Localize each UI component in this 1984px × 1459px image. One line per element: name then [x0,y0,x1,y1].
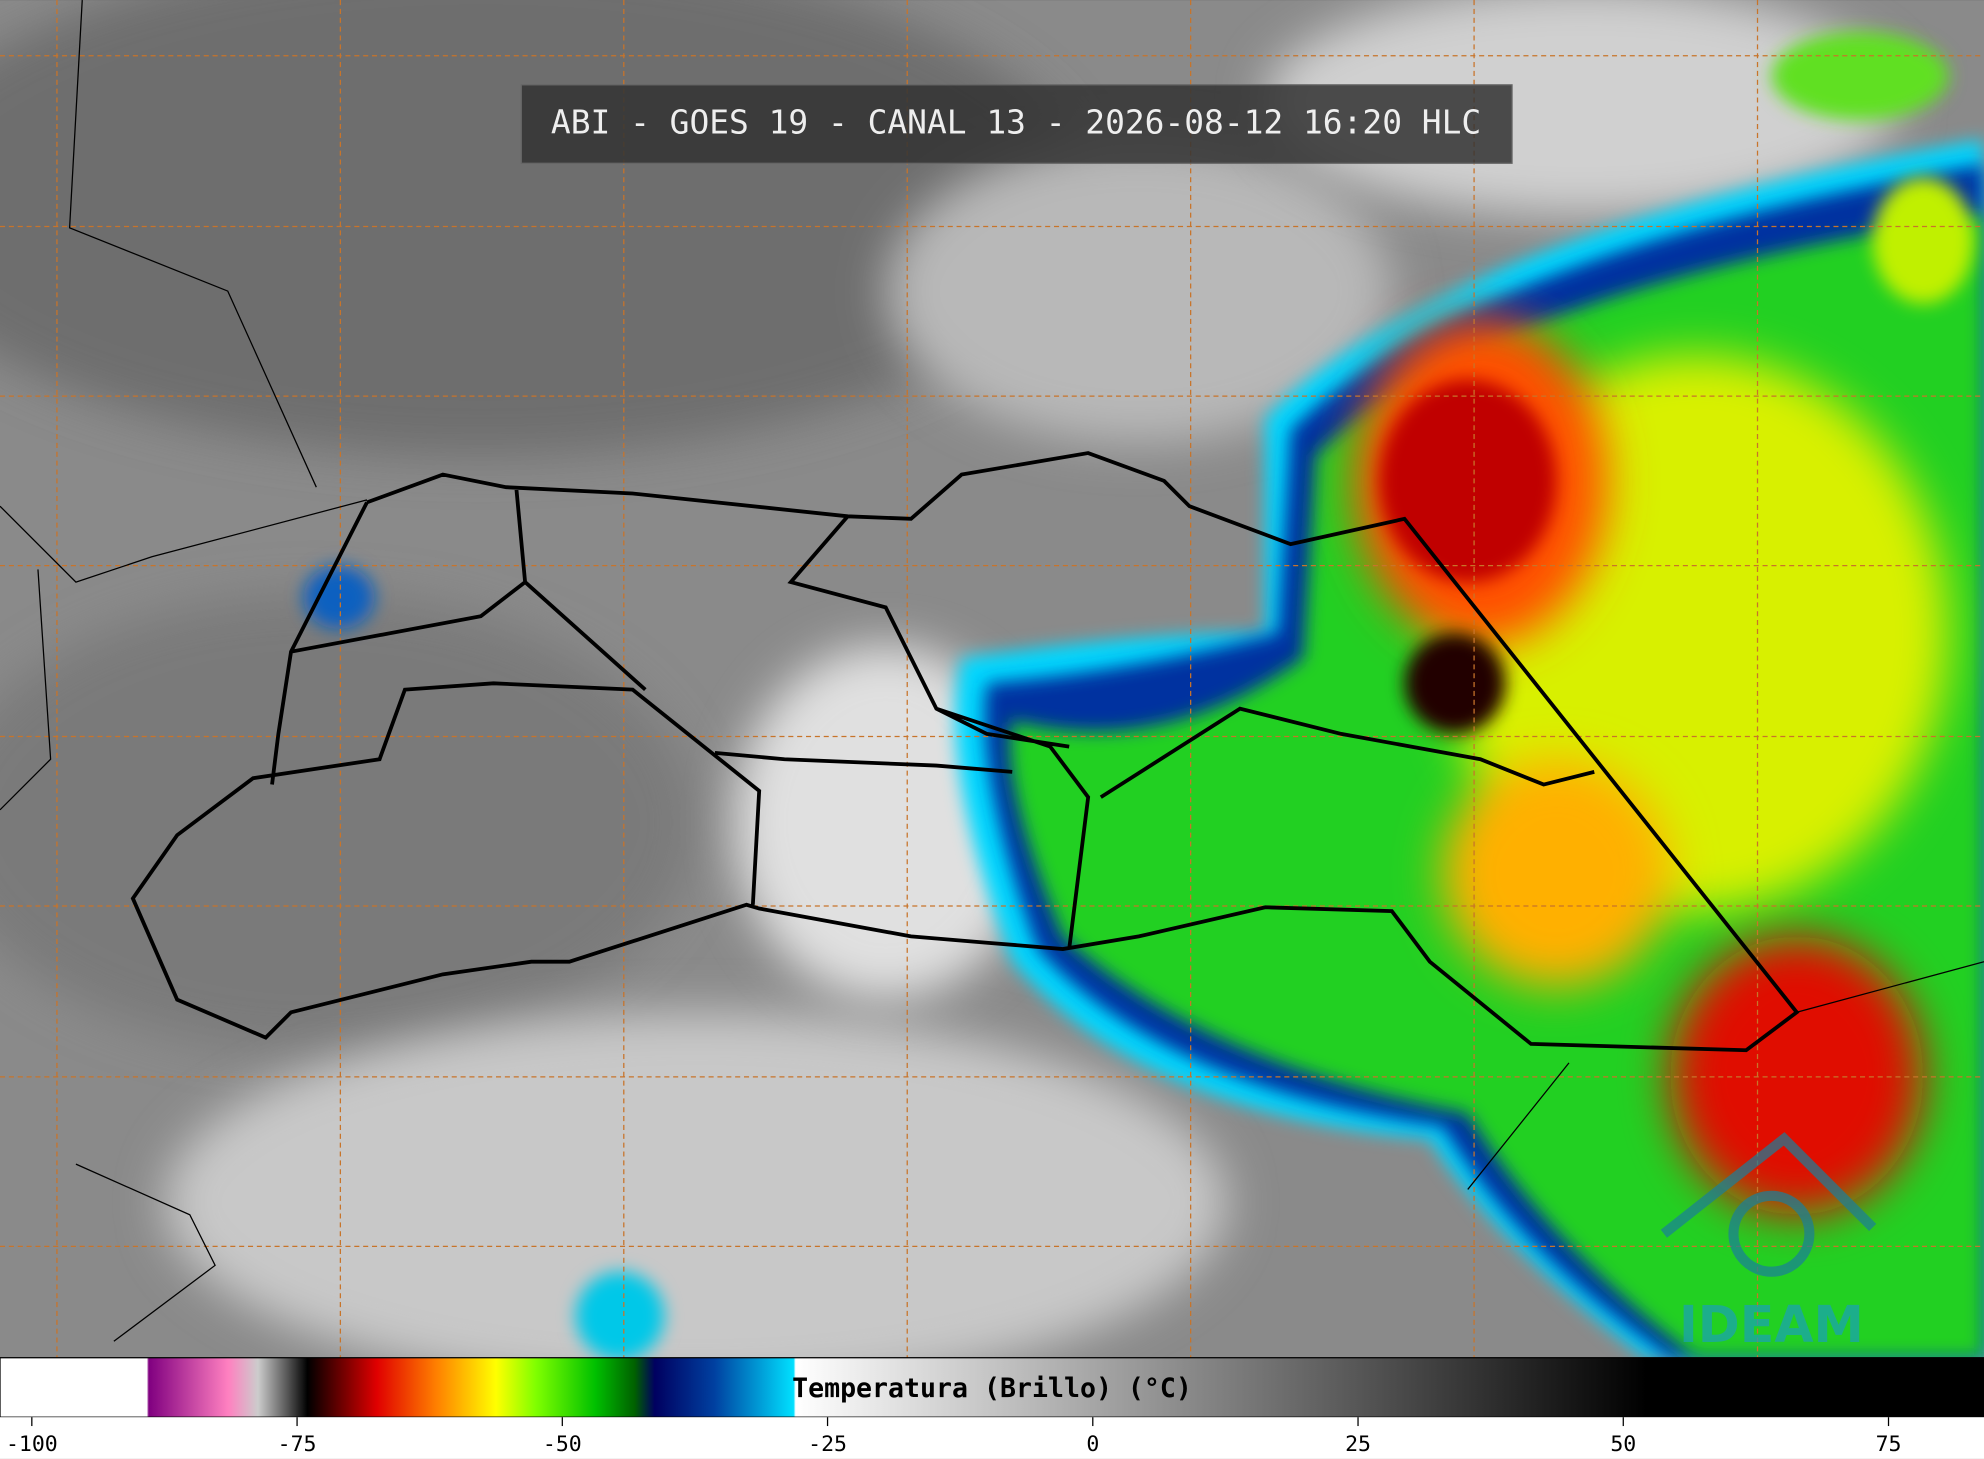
tick-label: 75 [1876,1432,1902,1457]
colorbar-label: Temperatura (Brillo) (°C) [792,1373,1192,1404]
tick-label: -25 [808,1432,847,1457]
logo: IDEAM [1660,1132,1877,1354]
imagery [0,0,1984,1392]
title-box [520,84,1513,164]
tick-label: -100 [6,1432,58,1457]
tick-label: -75 [278,1432,317,1457]
tick-label: -50 [543,1432,582,1457]
title: ABI - GOES 19 - CANAL 13 - 2026-08-12 16… [551,103,1481,142]
colorbar-ticks: -100 -75 -50 -25 0 25 50 75 [6,1417,1902,1457]
boundaries [0,0,1984,1342]
tick-label: 0 [1086,1432,1099,1457]
colorbar [0,1357,1984,1418]
tick-label: 50 [1610,1432,1636,1457]
tick-strip [0,1417,1984,1459]
tick-label: 25 [1345,1432,1371,1457]
logo-text: IDEAM [1679,1295,1864,1354]
